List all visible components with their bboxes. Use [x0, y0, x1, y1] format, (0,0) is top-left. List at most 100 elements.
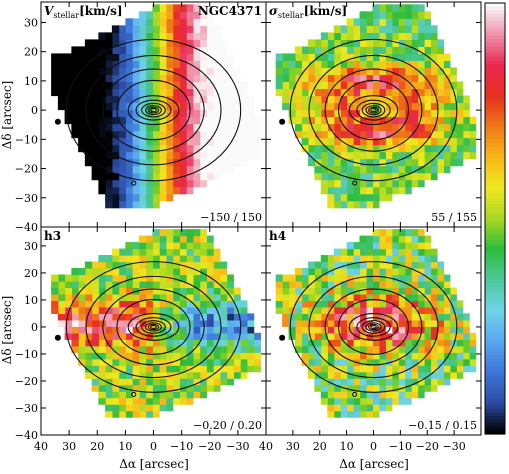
heat-cell — [449, 345, 457, 353]
heat-cell — [359, 248, 367, 256]
heat-cell — [307, 274, 315, 282]
heat-cell — [132, 46, 140, 55]
heat-cell — [192, 306, 201, 314]
heat-cell — [111, 293, 120, 302]
heat-cell — [378, 123, 386, 132]
heat-cell — [288, 88, 296, 97]
heat-cell — [449, 352, 457, 360]
contour — [135, 99, 172, 121]
heat-cell — [365, 306, 374, 314]
heat-cell — [372, 151, 380, 160]
heat-cell — [179, 319, 187, 327]
heat-cell — [385, 179, 393, 188]
heat-cell — [111, 326, 120, 334]
heat-cell — [430, 151, 438, 160]
heat-cell — [78, 319, 86, 327]
heat-cell — [253, 123, 261, 132]
heat-cell — [378, 130, 386, 139]
heat-cell — [186, 274, 194, 282]
heat-cell — [159, 229, 167, 237]
heat-cell — [436, 352, 444, 360]
heat-cell — [71, 60, 79, 69]
heat-cell — [57, 300, 66, 308]
heat-cell — [98, 274, 106, 282]
heat-cell — [172, 137, 180, 146]
heat-cell — [57, 95, 66, 104]
heat-cell — [430, 313, 438, 321]
heat-cell — [98, 358, 106, 366]
heat-cell — [138, 339, 147, 347]
heat-cell — [226, 158, 234, 167]
heat-cell — [411, 172, 419, 181]
heat-cell — [365, 186, 374, 195]
heat-cell — [340, 151, 348, 160]
heat-cell — [346, 293, 354, 302]
heat-cell — [449, 293, 457, 302]
heat-cell — [436, 46, 444, 55]
heat-cell — [320, 358, 328, 366]
x-tick-label: 10 — [340, 440, 354, 453]
heat-cell — [172, 287, 180, 295]
heat-cell — [314, 81, 322, 90]
heat-cell — [125, 123, 133, 132]
colorbar-segment — [485, 351, 505, 356]
heat-cell — [436, 326, 444, 334]
heat-cell — [327, 116, 335, 125]
heat-cell — [333, 165, 341, 174]
heat-cell — [240, 326, 248, 334]
heat-cell — [365, 255, 374, 263]
heat-cell — [404, 287, 412, 295]
heat-cell — [186, 172, 194, 181]
heat-cell — [84, 293, 93, 302]
colorbar-segment — [485, 376, 505, 381]
heat-cell — [282, 300, 290, 308]
heat-cell — [192, 4, 201, 12]
heat-cell — [404, 67, 412, 76]
heat-cell — [125, 268, 133, 276]
heat-cell — [98, 313, 106, 321]
heat-cell — [199, 74, 207, 83]
heat-cell — [398, 365, 406, 373]
heat-cell — [199, 255, 207, 263]
heat-cell — [199, 352, 207, 360]
heat-cell — [145, 339, 153, 347]
heat-cell — [417, 229, 425, 237]
heat-cell — [372, 339, 380, 347]
heat-cell — [199, 268, 207, 276]
heat-cell — [424, 158, 432, 167]
heat-cell — [391, 229, 399, 237]
heat-cell — [111, 46, 120, 55]
heat-cell — [199, 280, 207, 289]
heat-cell — [213, 88, 221, 97]
heat-cell — [365, 235, 374, 243]
heat-cell — [246, 95, 255, 104]
colorbar-segment — [485, 243, 505, 248]
heat-cell — [359, 53, 367, 62]
heat-cell — [138, 365, 147, 373]
heat-cell — [301, 53, 309, 62]
heat-cell — [295, 60, 303, 69]
heat-cell — [192, 313, 201, 321]
heat-cell — [125, 293, 133, 302]
heat-cell — [105, 46, 113, 55]
heat-cell — [199, 326, 207, 334]
heat-cell — [165, 4, 174, 12]
heat-cell — [152, 371, 160, 379]
heat-cell — [132, 352, 140, 360]
heat-cell — [192, 235, 201, 243]
heat-cell — [327, 358, 335, 366]
heat-cell — [84, 319, 93, 327]
heat-cell — [132, 280, 140, 289]
heat-cell — [333, 268, 341, 276]
panel-2 — [51, 229, 261, 418]
heat-cell — [145, 274, 153, 282]
heat-cell — [219, 165, 228, 174]
heat-cell — [320, 280, 328, 289]
heat-cell — [226, 326, 234, 334]
heat-cell — [404, 81, 412, 90]
heat-cell — [346, 410, 354, 418]
heat-cell — [132, 158, 140, 167]
heat-cell — [320, 67, 328, 76]
heat-cell — [152, 391, 160, 399]
colorbar-segment — [485, 423, 505, 428]
